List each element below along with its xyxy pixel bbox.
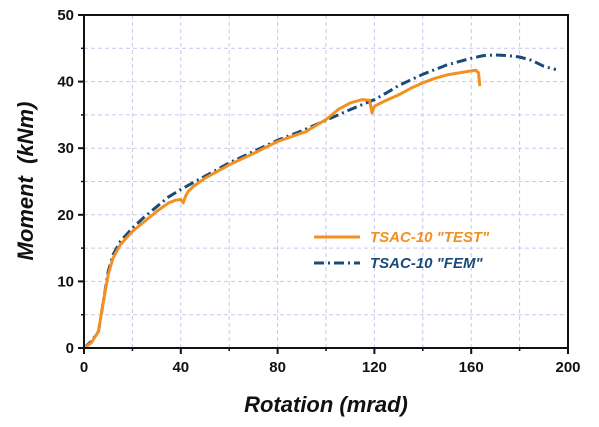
y-tick-label: 0 (66, 340, 74, 357)
x-tick-label: 40 (172, 359, 189, 376)
y-tick-label: 20 (57, 207, 74, 224)
y-tick-label: 50 (57, 7, 74, 24)
y-tick-label: 10 (57, 273, 74, 290)
legend-label-test: TSAC-10 "TEST" (370, 229, 490, 246)
y-tick-label: 40 (57, 74, 74, 91)
x-tick-label: 120 (362, 359, 387, 376)
x-tick-label: 200 (555, 359, 580, 376)
series-layer (82, 53, 557, 350)
x-axis-title: Rotation (mrad) (244, 392, 408, 417)
x-tick-label: 160 (459, 359, 484, 376)
legend: TSAC-10 "TEST" TSAC-10 "FEM" (314, 229, 490, 272)
x-tick-label: 80 (269, 359, 286, 376)
series-line-test (82, 68, 482, 350)
grid (84, 15, 568, 348)
x-tick-label: 0 (80, 359, 88, 376)
legend-label-fem: TSAC-10 "FEM" (370, 255, 483, 272)
y-axis-title: Moment (kNm) (13, 102, 38, 261)
ticks: 0 40 80 120 160 200 0 10 20 30 40 50 (57, 7, 580, 376)
y-tick-label: 30 (57, 140, 74, 157)
